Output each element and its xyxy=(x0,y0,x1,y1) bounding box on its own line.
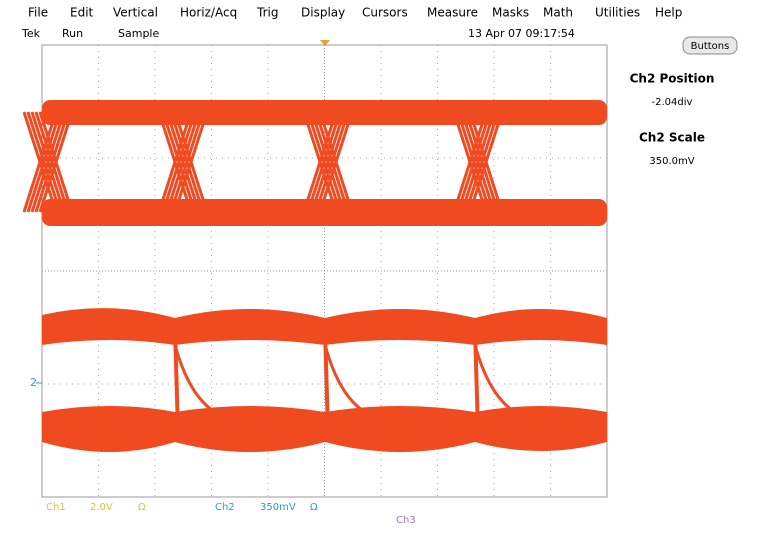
ch1-termination: Ω xyxy=(138,502,146,513)
menu-item[interactable]: Utilities xyxy=(595,6,640,20)
menu-item[interactable]: Display xyxy=(301,6,345,20)
eye-crossing xyxy=(464,111,500,213)
eye-crossing xyxy=(310,111,346,213)
eye-crossing xyxy=(460,111,496,213)
eye-crossing xyxy=(157,111,193,213)
eye-crossing xyxy=(169,111,205,213)
eye2-decay xyxy=(323,344,371,417)
brand: Tek xyxy=(21,27,41,40)
acq-mode: Sample xyxy=(118,27,159,40)
menu-item[interactable]: Masks xyxy=(492,6,529,20)
menu-item[interactable]: File xyxy=(28,6,48,20)
menu-item[interactable]: Vertical xyxy=(113,6,158,20)
menu-item[interactable]: Edit xyxy=(70,6,94,20)
scale-label: Ch2 Scale xyxy=(639,131,705,145)
position-label: Ch2 Position xyxy=(630,72,715,86)
eye-low-band xyxy=(42,199,607,226)
eye-high-band xyxy=(42,100,607,125)
eye2-low-band xyxy=(42,406,607,452)
menu-item[interactable]: Trig xyxy=(256,6,278,20)
ch3-label: Ch3 xyxy=(396,515,416,526)
ch1-label: Ch1 xyxy=(46,502,66,513)
eye-crossing xyxy=(456,111,492,213)
eye-crossing xyxy=(165,111,201,213)
buttons-button[interactable] xyxy=(682,36,738,55)
eye2-decay xyxy=(173,344,221,417)
eye-crossing xyxy=(452,111,488,213)
eye-crossing xyxy=(318,111,354,213)
eye-crossing xyxy=(22,111,58,213)
run-state: Run xyxy=(62,27,83,40)
ch1-scale: 2.0V xyxy=(90,502,113,513)
eye-crossing xyxy=(30,111,66,213)
eye-crossing xyxy=(38,111,74,213)
ch2-termination: Ω xyxy=(310,502,318,513)
eye-crossing xyxy=(161,111,197,213)
ch2-marker: 2 xyxy=(30,376,37,389)
eye-crossing xyxy=(306,111,342,213)
menu-item[interactable]: Horiz/Acq xyxy=(180,6,237,20)
menu-item[interactable]: Measure xyxy=(427,6,478,20)
buttons-label[interactable]: Buttons xyxy=(691,41,730,52)
menu-item[interactable]: Math xyxy=(543,6,573,20)
eye-crossing xyxy=(173,111,209,213)
ch2-scale: 350mV xyxy=(260,502,296,513)
eye2-decay xyxy=(473,344,521,417)
eye2-high-band xyxy=(42,308,607,345)
scale-value: 350.0mV xyxy=(649,156,694,167)
eye-crossing xyxy=(302,111,338,213)
trigger-marker xyxy=(320,40,330,46)
position-value: -2.04div xyxy=(652,97,693,108)
menu-item[interactable]: Cursors xyxy=(362,6,408,20)
eye-crossing xyxy=(26,111,62,213)
eye-crossing xyxy=(34,111,70,213)
menu-item[interactable]: Help xyxy=(655,6,682,20)
eye-crossing xyxy=(468,111,504,213)
ch2-label: Ch2 xyxy=(215,502,235,513)
eye-crossing xyxy=(314,111,350,213)
waveforms xyxy=(22,100,607,452)
datetime: 13 Apr 07 09:17:54 xyxy=(468,27,575,40)
menu-bar: File Edit Vertical Horiz/Acq Trig Display Curs… xyxy=(28,6,682,20)
